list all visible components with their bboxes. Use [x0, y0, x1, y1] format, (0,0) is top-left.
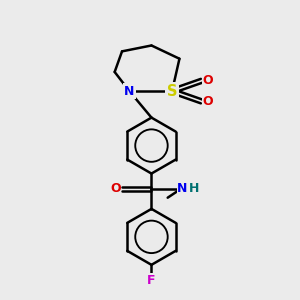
Text: O: O: [110, 182, 121, 195]
Text: N: N: [124, 85, 135, 98]
Text: O: O: [203, 95, 213, 108]
Text: O: O: [203, 74, 213, 87]
Text: F: F: [147, 274, 156, 286]
Text: S: S: [167, 84, 177, 99]
Text: N: N: [177, 182, 188, 195]
Text: H: H: [189, 182, 200, 195]
